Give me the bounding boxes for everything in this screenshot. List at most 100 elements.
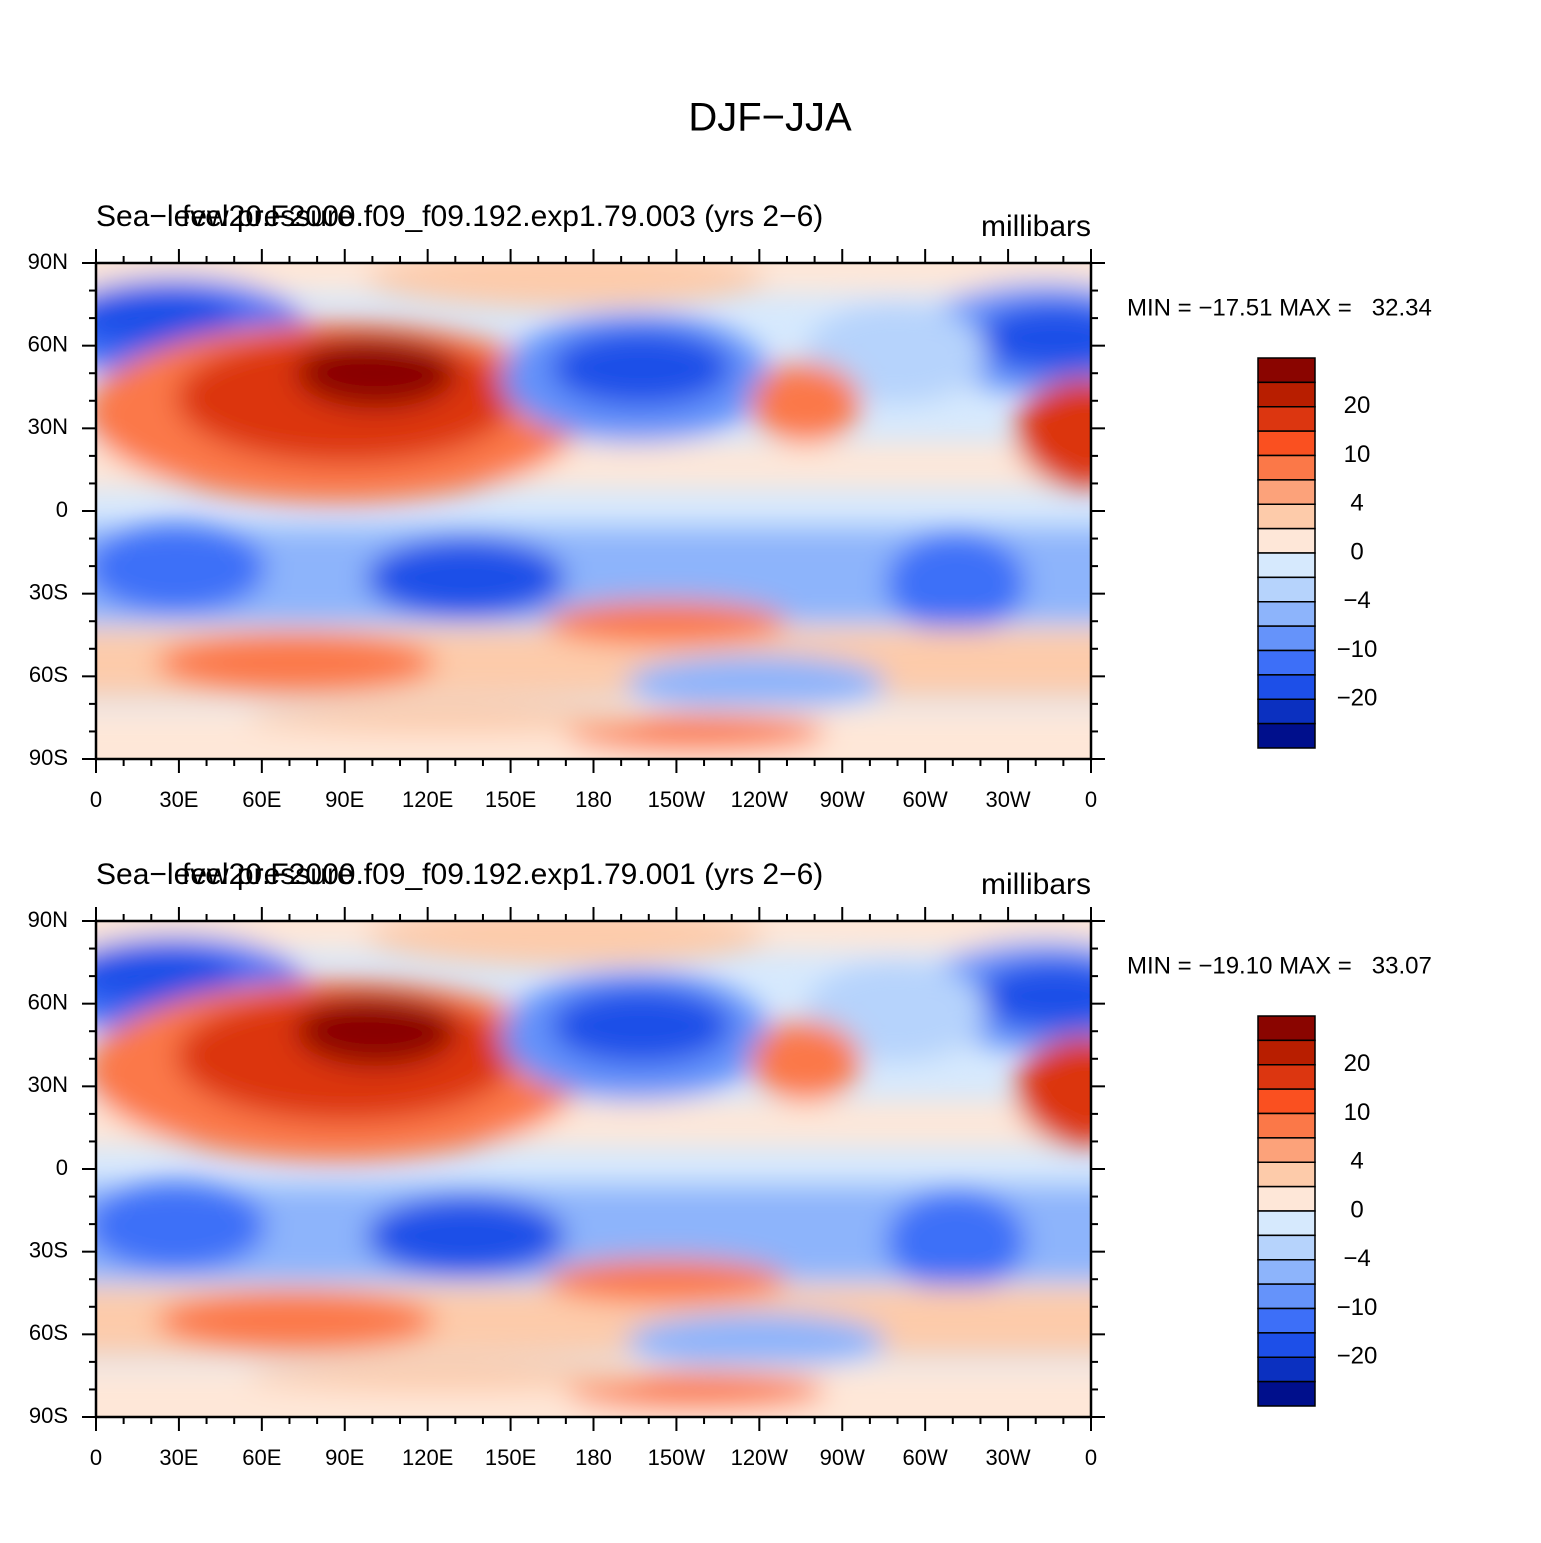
colorbar-box [1257,381,1316,408]
colorbar-label: −10 [1337,636,1378,663]
colorbar-box [1257,454,1316,481]
lat-label: 0 [56,497,68,522]
contour-fill [46,223,1176,798]
map-panel: Sea−level pressurefew20.F2000.f09_f09.19… [28,200,1432,812]
colorbar-box [1257,357,1316,384]
lon-label: 30W [985,787,1030,812]
colorbar-box [1257,1380,1316,1407]
colorbar-box [1257,1112,1316,1139]
colorbar-box [1257,601,1316,627]
lon-label: 60E [242,787,281,812]
lon-label: 150W [648,787,706,812]
colorbar-box [1257,649,1316,676]
colorbar-box [1257,1234,1316,1261]
lon-label: 0 [1085,1445,1097,1470]
min-max: MIN = −17.51 MAX = 32.34 [1127,294,1432,321]
colorbar-box [1257,527,1316,554]
variable-name: Sea−level pressure [96,858,354,891]
colorbar-box [1257,1137,1316,1163]
lon-label: 180 [575,1445,612,1470]
colorbar-box [1257,1161,1316,1188]
lon-label: 0 [90,787,102,812]
map-panel: Sea−level pressurefew20.F2000.f09_f09.19… [28,858,1432,1470]
lon-label: 180 [575,787,612,812]
lat-label: 90N [28,249,68,274]
colorbar-box [1257,430,1316,457]
lon-label: 30E [159,787,198,812]
colorbar-box [1257,1015,1316,1042]
colorbar-box [1257,479,1316,505]
lon-label: 150E [485,787,536,812]
lon-label: 90W [820,787,865,812]
colorbar-box [1257,1210,1316,1237]
colorbar-box [1257,1064,1316,1090]
contour-fill [46,881,1176,1456]
lon-label: 60W [903,1445,948,1470]
lat-label: 30N [28,1072,68,1097]
lat-label: 30S [29,1237,68,1262]
colorbar-box [1257,1307,1316,1334]
lat-label: 60N [28,989,68,1014]
lon-label: 60E [242,1445,281,1470]
contour-field [46,881,1176,1456]
colorbar-box [1257,406,1316,432]
lon-label: 30E [159,1445,198,1470]
colorbar-label: 20 [1344,1050,1371,1077]
lon-label: 150E [485,1445,536,1470]
lon-label: 120W [731,1445,789,1470]
colorbar-box [1257,625,1316,652]
colorbar-box [1257,1283,1316,1310]
lat-label: 90N [28,907,68,932]
colorbar-label: 4 [1350,1148,1363,1175]
colorbar-box [1257,1088,1316,1115]
colorbar-label: 10 [1344,441,1371,468]
lon-label: 150W [648,1445,706,1470]
variable-name: Sea−level pressure [96,200,354,233]
colorbar-label: 10 [1344,1099,1371,1126]
case-name: few20.F2000.f09_f09.192.exp1.79.001 (yrs… [182,858,823,891]
lon-label: 0 [90,1445,102,1470]
lat-label: 60S [29,1320,68,1345]
lat-label: 30S [29,579,68,604]
lon-label: 90E [325,787,364,812]
colorbar-label: −20 [1337,685,1378,712]
lat-label: 60S [29,662,68,687]
lon-label: 0 [1085,787,1097,812]
colorbar-label: 4 [1350,490,1363,517]
lat-label: 90S [29,1403,68,1428]
lon-label: 90E [325,1445,364,1470]
colorbar-box [1257,1259,1316,1285]
colorbar-box [1257,698,1316,725]
colorbar-box [1257,1039,1316,1066]
colorbar-label: −4 [1343,1245,1370,1272]
units: millibars [981,868,1091,901]
lon-label: 90W [820,1445,865,1470]
colorbar-label: −10 [1337,1294,1378,1321]
colorbar-box [1257,674,1316,700]
colorbar-box [1257,503,1316,530]
colorbar-label: −4 [1343,587,1370,614]
colorbar-box [1257,1185,1316,1212]
colorbar-label: −20 [1337,1343,1378,1370]
colorbar-label: 0 [1350,538,1363,565]
colorbar-box [1257,1332,1316,1358]
case-name: few20.F2000.f09_f09.192.exp1.79.003 (yrs… [182,200,823,233]
colorbar-label: 20 [1344,392,1371,419]
lon-label: 120E [402,1445,453,1470]
contour-field [46,223,1176,798]
colorbar-box [1257,1356,1316,1383]
min-max: MIN = −19.10 MAX = 33.07 [1127,952,1432,979]
lon-label: 60W [903,787,948,812]
colorbar-box [1257,722,1316,749]
units: millibars [981,210,1091,243]
lat-label: 60N [28,331,68,356]
lat-label: 30N [28,414,68,439]
figure-title: DJF−JJA [688,96,852,140]
colorbar-box [1257,552,1316,579]
colorbar-label: 0 [1350,1196,1363,1223]
lon-label: 120W [731,787,789,812]
lat-label: 90S [29,745,68,770]
colorbar-box [1257,576,1316,603]
